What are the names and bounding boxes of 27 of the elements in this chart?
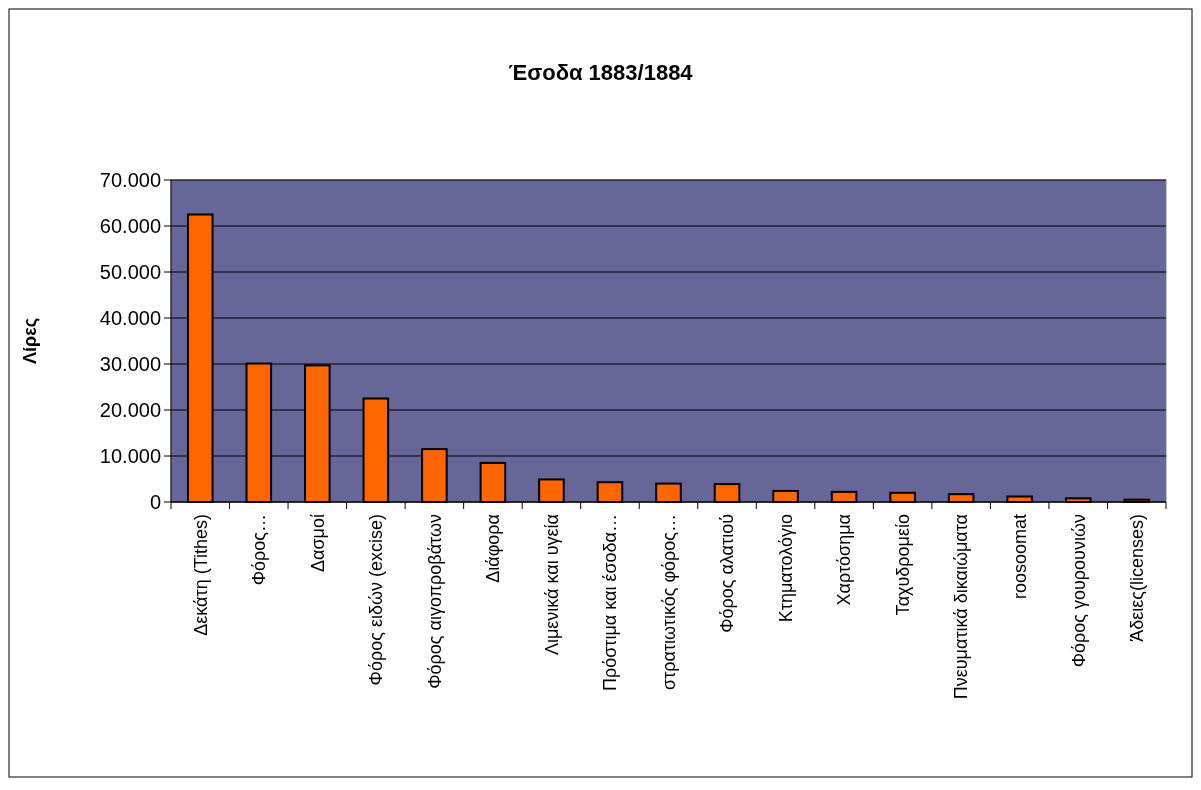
x-tick-label: Ταχυδρομείο	[892, 514, 913, 616]
x-tick-label: Κτηματολόγιο	[775, 514, 796, 623]
y-tick-label: 50.000	[99, 261, 161, 283]
chart-title: Έσοδα 1883/1884	[508, 60, 694, 85]
x-tick-label: Πνευματικά δικαιώματα	[951, 514, 972, 700]
x-tick-label: Φόρος αλατιού	[717, 514, 738, 633]
x-tick-label: Δασμοί	[307, 514, 328, 572]
x-tick-label: Διάφορα	[483, 514, 504, 583]
y-tick-label: 0	[149, 491, 161, 513]
y-axis-title: Λίρες	[20, 317, 40, 365]
x-tick-label: στρατιωτικός φόρος…	[658, 514, 679, 690]
x-tick-label: Χαρτόσημα	[834, 514, 855, 606]
x-tick-label: roosoomat	[1009, 514, 1030, 600]
x-tick-label: Δεκάτη (Tithes)	[190, 514, 211, 636]
x-tick-label: Φόρος ειδών (excise)	[366, 514, 387, 686]
x-tick-label: Άδειες(licenses)	[1127, 514, 1148, 642]
y-tick-label: 30.000	[99, 353, 161, 375]
x-tick-label: Φόρος αιγοπροβάτων	[424, 514, 445, 689]
y-tick-label: 20.000	[99, 399, 161, 421]
y-tick-label: 60.000	[99, 215, 161, 237]
y-tick-label: 40.000	[99, 307, 161, 329]
x-tick-label: Φόρος…	[249, 514, 270, 586]
x-tick-label: Φόρος γουρουνιών	[1068, 514, 1089, 668]
y-tick-label: 10.000	[99, 445, 161, 467]
x-tick-label: Λιμενικά και υγεία	[541, 514, 562, 656]
y-tick-label: 70.000	[99, 169, 161, 191]
x-tick-label: Πρόστιμα και έσοδα…	[600, 514, 621, 692]
